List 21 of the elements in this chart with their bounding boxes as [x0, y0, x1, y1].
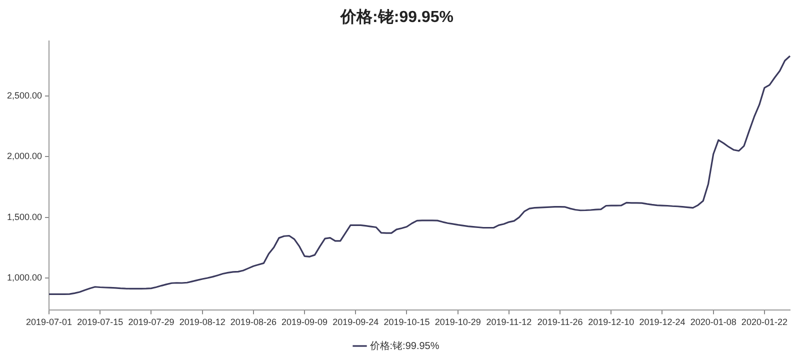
x-tick-label: 2019-08-12 [179, 317, 226, 328]
y-tick-label: 1,000.00 [6, 272, 42, 282]
x-tick-label: 2019-10-15 [384, 317, 430, 328]
x-tick-label: 2020-01-08 [690, 317, 736, 328]
x-tick-label: 2019-07-29 [128, 317, 174, 328]
y-tick-label: 1,500.00 [6, 212, 42, 222]
chart-title: 价格:铑:99.95% [340, 8, 454, 26]
x-tick-label: 2019-11-12 [486, 317, 532, 328]
x-tick-label: 2019-10-29 [434, 317, 481, 328]
y-tick-label: 2,000.00 [6, 151, 42, 162]
y-tick-label: 2,500.00 [6, 90, 42, 100]
x-tick-label: 2019-09-24 [332, 317, 379, 328]
x-tick-label: 2019-12-10 [588, 317, 634, 328]
legend-label: 价格:铑:99.95% [368, 340, 440, 352]
x-tick-label: 2019-12-24 [639, 317, 686, 328]
x-tick-label: 2019-07-15 [77, 317, 124, 328]
x-tick-label: 2019-09-09 [282, 317, 328, 328]
x-tick-label: 2019-07-01 [26, 317, 72, 328]
x-tick-label: 2019-11-26 [537, 317, 583, 328]
x-tick-label: 2020-01-22 [741, 317, 788, 328]
x-tick-label: 2019-08-26 [230, 317, 276, 328]
